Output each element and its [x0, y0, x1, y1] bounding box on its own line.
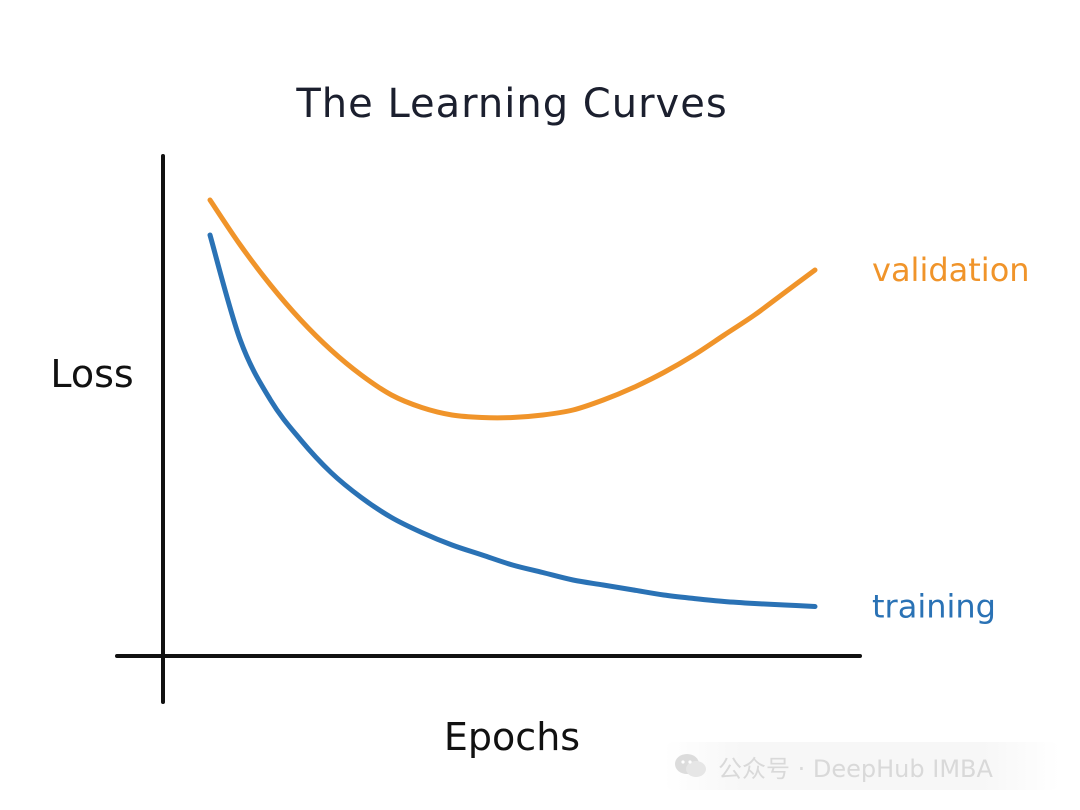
watermark: 公众号 · DeepHub IMBA: [664, 742, 1060, 790]
training-series-line: [207, 232, 818, 609]
wechat-icon: [674, 752, 708, 780]
series-group: validation training: [207, 197, 1030, 626]
watermark-text: 公众号 · DeepHub IMBA: [718, 754, 993, 783]
chart-title: The Learning Curves: [295, 81, 727, 127]
validation-series-line: [207, 197, 818, 421]
validation-series-label: validation: [872, 251, 1030, 289]
training-series-label: training: [872, 588, 996, 626]
x-axis-label: Epochs: [444, 715, 580, 759]
y-axis-label: Loss: [50, 352, 133, 396]
